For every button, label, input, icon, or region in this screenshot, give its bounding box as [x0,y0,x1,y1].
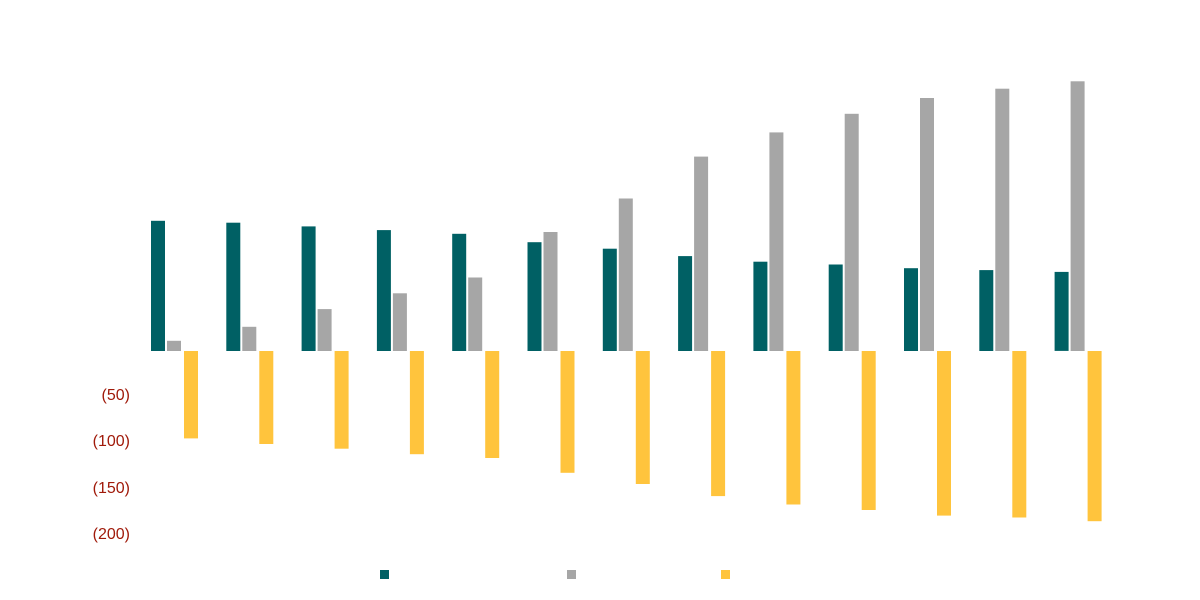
legend-swatch-series2 [567,570,576,579]
bar-series2-12 [995,88,1010,351]
bar-series3-6 [560,351,575,473]
bar-series1-3 [301,226,316,351]
bar-series3-8 [711,351,726,497]
bar-series3-2 [259,351,274,444]
bar-series2-2 [242,326,257,351]
bar-series3-1 [184,351,198,439]
bar-series1-13 [1054,271,1069,351]
bar-series3-11 [937,351,951,516]
y-tick-label: (50) [101,386,130,404]
bar-series3-3 [334,351,349,449]
bar-series1-12 [979,270,994,351]
bar-series3-5 [485,351,500,458]
legend-swatch-series3 [721,570,730,579]
bar-series1-10 [828,264,843,351]
bar-series2-10 [844,113,859,351]
bar-series3-10 [861,351,876,510]
bar-series1-1 [151,220,165,351]
bar-series3-4 [409,351,424,455]
y-tick-label: (200) [92,526,130,543]
bar-series2-5 [468,277,483,351]
bar-series2-13 [1070,81,1085,352]
bar-series3-7 [635,351,650,484]
bar-series2-6 [543,232,558,351]
bar-series2-8 [694,156,709,351]
bar-series2-4 [392,293,407,351]
bar-series1-11 [904,268,918,351]
legend-swatch-series1 [380,570,389,579]
bar-series2-9 [769,132,784,351]
bar-series3-13 [1087,351,1102,522]
y-tick-label: (100) [92,433,130,450]
bar-series1-2 [226,222,241,351]
bar-series3-12 [1012,351,1027,518]
bar-series3-9 [786,351,801,505]
bar-series2-3 [317,309,332,351]
bar-series1-7 [602,248,617,351]
bar-series2-11 [920,98,934,351]
bar-series1-4 [376,230,391,351]
bar-series1-5 [452,233,467,351]
bar-series1-8 [678,256,693,351]
y-tick-label: (150) [92,479,130,497]
bar-series2-7 [618,198,633,351]
bar-series1-9 [753,261,768,351]
bar-series1-6 [527,242,542,351]
bar-series2-1 [167,340,181,351]
